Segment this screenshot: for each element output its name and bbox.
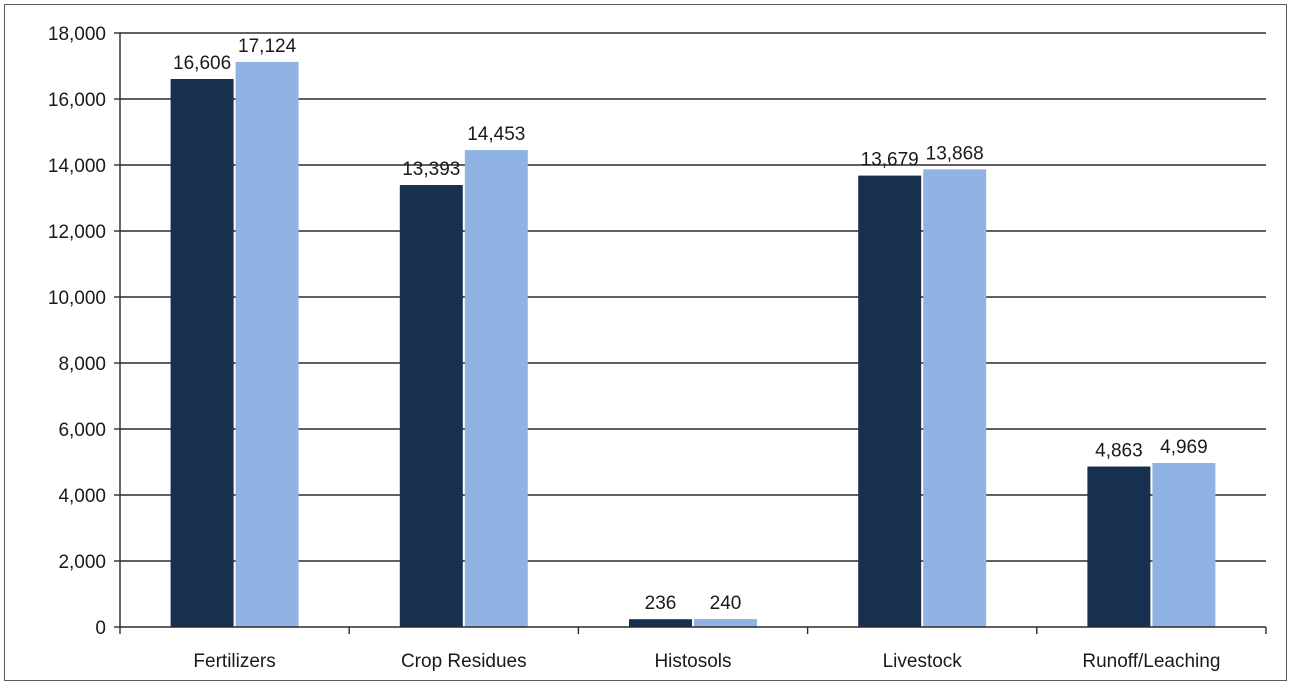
bar bbox=[1087, 466, 1151, 627]
y-tick-label: 8,000 bbox=[58, 354, 106, 375]
x-category-label: Fertilizers bbox=[193, 651, 275, 672]
data-label: 13,393 bbox=[402, 159, 460, 180]
x-category-label: Crop Residues bbox=[401, 651, 527, 672]
data-label: 17,124 bbox=[238, 36, 297, 57]
y-tick-label: 16,000 bbox=[48, 90, 106, 111]
y-tick-label: 4,000 bbox=[58, 486, 106, 507]
bar bbox=[694, 619, 757, 627]
bar bbox=[235, 61, 299, 627]
y-tick-label: 2,000 bbox=[58, 552, 106, 573]
data-label: 4,863 bbox=[1095, 441, 1143, 462]
bar bbox=[399, 185, 463, 627]
x-category-label: Histosols bbox=[654, 651, 731, 672]
x-category-label: Livestock bbox=[883, 651, 963, 672]
bar bbox=[170, 79, 234, 627]
labels: 0 2,000 4,000 6,000 8,000 10,000 12,000 14,000 1… bbox=[48, 24, 1221, 672]
bar bbox=[464, 150, 528, 627]
y-tick-label: 6,000 bbox=[58, 420, 106, 441]
bars bbox=[170, 61, 1216, 627]
data-label: 16,606 bbox=[173, 53, 231, 74]
y-tick-label: 12,000 bbox=[48, 222, 106, 243]
bar bbox=[858, 175, 922, 627]
gridlines bbox=[120, 32, 1266, 562]
bar bbox=[1152, 463, 1216, 627]
y-tick-label: 0 bbox=[95, 618, 106, 639]
x-category-label: Runoff/Leaching bbox=[1082, 651, 1220, 672]
axes bbox=[114, 32, 1267, 634]
data-label: 14,453 bbox=[467, 124, 525, 145]
y-tick-label: 14,000 bbox=[48, 156, 106, 177]
data-label: 240 bbox=[710, 593, 742, 614]
bar bbox=[923, 169, 987, 627]
y-tick-label: 18,000 bbox=[48, 24, 106, 45]
data-label: 13,868 bbox=[926, 143, 984, 164]
data-label: 13,679 bbox=[861, 150, 919, 171]
y-tick-label: 10,000 bbox=[48, 288, 106, 309]
bar bbox=[629, 619, 692, 627]
data-label: 4,969 bbox=[1160, 437, 1208, 458]
data-label: 236 bbox=[645, 593, 677, 614]
